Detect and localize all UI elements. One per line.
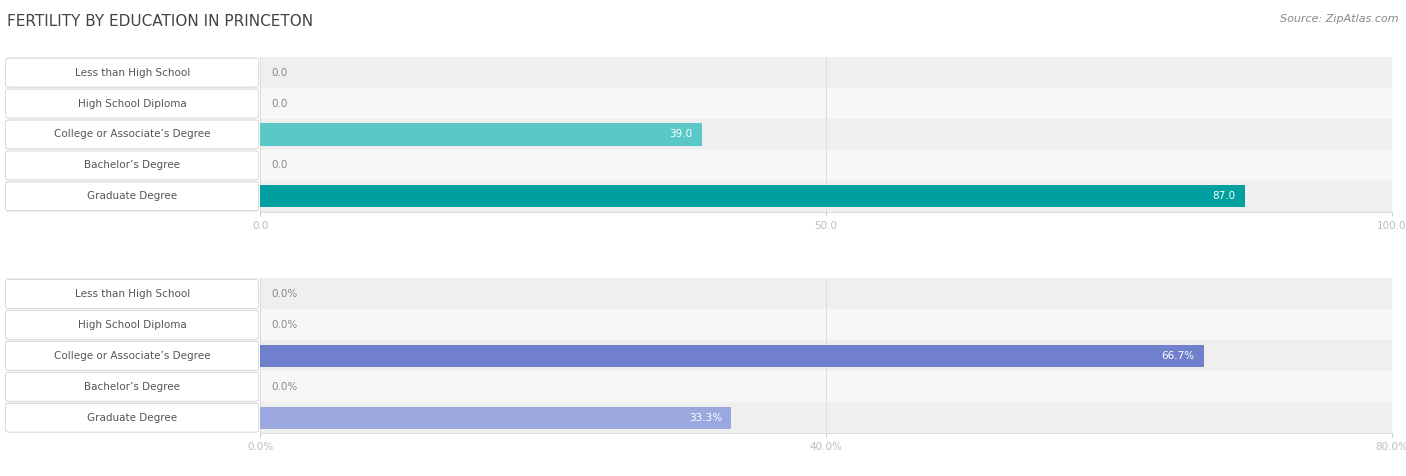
Text: Bachelor’s Degree: Bachelor’s Degree — [84, 160, 180, 170]
Text: High School Diploma: High School Diploma — [77, 320, 187, 330]
Bar — [260, 278, 1392, 309]
Bar — [260, 119, 1392, 150]
Text: 0.0: 0.0 — [271, 160, 288, 170]
Bar — [260, 185, 1244, 208]
Bar — [260, 402, 1392, 433]
Text: Graduate Degree: Graduate Degree — [87, 413, 177, 423]
Text: Source: ZipAtlas.com: Source: ZipAtlas.com — [1281, 14, 1399, 24]
Text: Graduate Degree: Graduate Degree — [87, 191, 177, 201]
Text: 0.0%: 0.0% — [271, 289, 298, 299]
Text: 0.0: 0.0 — [271, 99, 288, 109]
Bar — [260, 345, 1204, 367]
Bar — [260, 371, 1392, 402]
Text: 0.0%: 0.0% — [271, 320, 298, 330]
Text: Less than High School: Less than High School — [75, 68, 190, 78]
Text: 0.0: 0.0 — [271, 68, 288, 78]
Bar — [260, 88, 1392, 119]
Text: College or Associate’s Degree: College or Associate’s Degree — [53, 129, 211, 139]
Text: 33.3%: 33.3% — [689, 413, 723, 423]
Text: FERTILITY BY EDUCATION IN PRINCETON: FERTILITY BY EDUCATION IN PRINCETON — [7, 14, 314, 30]
Bar — [260, 181, 1392, 212]
Text: 0.0%: 0.0% — [271, 382, 298, 392]
Text: 66.7%: 66.7% — [1161, 351, 1195, 361]
Text: High School Diploma: High School Diploma — [77, 99, 187, 109]
Bar — [260, 57, 1392, 88]
Text: College or Associate’s Degree: College or Associate’s Degree — [53, 351, 211, 361]
Bar — [260, 150, 1392, 181]
Text: 87.0: 87.0 — [1212, 191, 1236, 201]
Text: Bachelor’s Degree: Bachelor’s Degree — [84, 382, 180, 392]
Bar — [260, 309, 1392, 340]
Text: Less than High School: Less than High School — [75, 289, 190, 299]
Bar — [260, 340, 1392, 371]
Bar — [260, 123, 702, 146]
Bar — [260, 407, 731, 429]
Text: 39.0: 39.0 — [669, 129, 693, 139]
